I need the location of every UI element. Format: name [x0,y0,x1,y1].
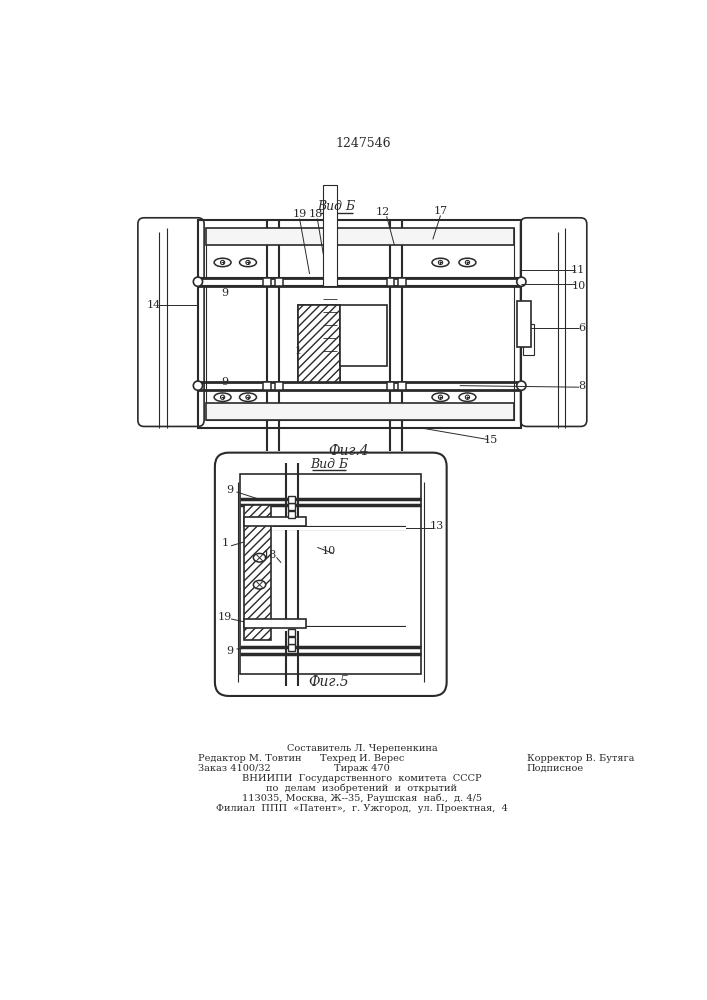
Text: 18: 18 [309,209,323,219]
Text: 9: 9 [221,288,228,298]
Ellipse shape [432,393,449,401]
Bar [387,382,395,389]
Ellipse shape [193,277,203,286]
Text: 12: 12 [375,207,390,217]
Bar [288,644,296,651]
Text: Вид Б: Вид Б [317,200,356,213]
Bar [288,629,296,636]
Bar [244,505,271,640]
Text: 6: 6 [578,323,585,333]
Text: Фиг.5: Фиг.5 [308,675,349,689]
Text: 14: 14 [146,300,160,310]
Ellipse shape [214,258,231,267]
Bar [398,278,406,286]
Text: 9: 9 [221,377,228,387]
Bar [273,527,406,530]
Bar [244,517,305,526]
Ellipse shape [432,258,449,267]
Text: 10: 10 [572,281,586,291]
Bar [275,382,283,389]
Ellipse shape [438,260,443,265]
Bar [387,278,395,286]
Ellipse shape [438,395,443,399]
Bar [288,511,296,518]
Ellipse shape [465,260,469,265]
Ellipse shape [459,393,476,401]
Ellipse shape [214,393,231,401]
Text: Подписное: Подписное [527,764,584,773]
Bar [398,382,406,389]
Bar [206,228,514,420]
Text: 13: 13 [430,521,444,531]
Text: 19: 19 [293,209,307,219]
Text: Вид Б: Вид Б [310,458,348,471]
Bar [264,382,271,389]
Bar [340,305,387,366]
Bar [240,474,421,674]
Ellipse shape [221,260,225,265]
Ellipse shape [240,393,257,401]
Bar [288,637,296,644]
Bar [298,305,340,382]
Bar [518,301,532,347]
Ellipse shape [517,277,526,286]
Text: Редактор М. Товтин: Редактор М. Товтин [198,754,301,763]
Text: 1: 1 [221,538,228,548]
Ellipse shape [221,395,225,399]
Text: Составитель Л. Черепенкина: Составитель Л. Черепенкина [286,744,437,753]
Ellipse shape [459,258,476,267]
Text: 10: 10 [322,546,336,556]
Text: 113035, Москва, Ж--35, Раушская  наб.,  д. 4/5: 113035, Москва, Ж--35, Раушская наб., д.… [242,794,482,803]
Ellipse shape [246,260,250,265]
Bar [206,403,514,420]
Text: Филиал  ППП  «Патент»,  г. Ужгород,  ул. Проектная,  4: Филиал ППП «Патент», г. Ужгород, ул. Про… [216,804,508,813]
Ellipse shape [246,395,250,399]
Text: Фиг.4: Фиг.4 [328,444,368,458]
Text: 1247546: 1247546 [336,137,391,150]
Text: Тираж 470: Тираж 470 [334,764,390,773]
Text: 8: 8 [578,381,585,391]
Bar [298,305,340,382]
Bar [264,278,271,286]
Text: по  делам  изобретений  и  открытий: по делам изобретений и открытий [267,784,457,793]
Bar [523,324,534,355]
Text: 19: 19 [218,612,232,622]
Text: 11: 11 [571,265,585,275]
Text: Техред И. Верес: Техред И. Верес [320,754,404,763]
Bar [324,185,337,286]
Ellipse shape [253,553,266,562]
Text: 9: 9 [227,485,234,495]
Bar [275,278,283,286]
Bar [288,496,296,503]
Text: 1: 1 [295,346,302,356]
Text: ВНИИПИ  Государственного  комитета  СССР: ВНИИПИ Государственного комитета СССР [242,774,481,783]
Text: Корректор В. Бутяга: Корректор В. Бутяга [527,754,634,763]
Bar [273,627,406,631]
Text: 9: 9 [227,646,234,656]
Bar [244,619,305,628]
Ellipse shape [253,580,266,589]
Bar [198,278,521,286]
Text: 18: 18 [262,550,276,560]
Bar [198,220,521,428]
Ellipse shape [517,381,526,390]
Ellipse shape [465,395,469,399]
Bar [288,503,296,510]
Text: 17: 17 [433,206,448,216]
Ellipse shape [193,381,203,390]
Text: 15: 15 [484,435,498,445]
Text: Заказ 4100/32: Заказ 4100/32 [198,764,271,773]
Ellipse shape [240,258,257,267]
Bar [206,228,514,245]
